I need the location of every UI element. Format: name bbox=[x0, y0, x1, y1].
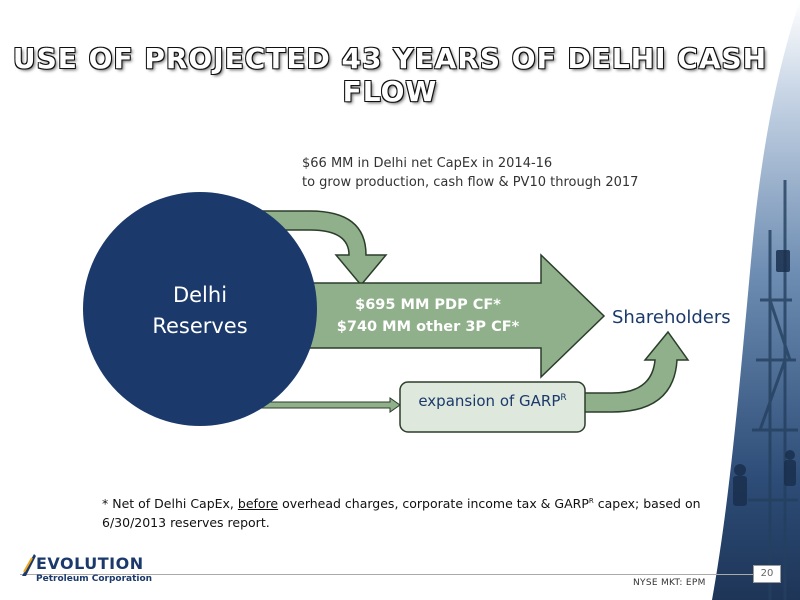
footnote: * Net of Delhi CapEx, before overhead ch… bbox=[102, 492, 702, 532]
footnote-underlined: before bbox=[237, 496, 279, 512]
reinvest-arrow bbox=[257, 210, 388, 287]
capex-note-line-1: $66 MM in Delhi net CapEx in 2014-16 bbox=[302, 156, 553, 171]
garp-label-sup: R bbox=[560, 393, 567, 403]
ticker-label: NYSE MKT: EPM bbox=[633, 578, 706, 588]
flow-label-pdp: $695 MM PDP CF* bbox=[355, 297, 501, 313]
footnote-sup: R bbox=[588, 497, 594, 505]
reserves-label-line-2: Reserves bbox=[152, 314, 248, 338]
flow-label: $695 MM PDP CF* $740 MM other 3P CF* bbox=[318, 294, 538, 338]
garp-feed-arrow bbox=[257, 397, 401, 413]
footnote-part-1: * Net of Delhi CapEx, bbox=[102, 496, 238, 512]
page-number: 20 bbox=[753, 565, 781, 583]
logo-mark-icon bbox=[22, 554, 36, 576]
footer-divider bbox=[20, 574, 780, 575]
logo-wordmark: EVOLUTION bbox=[36, 554, 144, 573]
shareholders-label: Shareholders bbox=[612, 307, 731, 328]
garp-to-shareholders-arrow bbox=[583, 330, 690, 413]
capex-note-line-2: to grow production, cash flow & PV10 thr… bbox=[302, 175, 639, 190]
logo-subtitle: Petroleum Corporation bbox=[36, 574, 153, 584]
delhi-reserves-circle bbox=[83, 192, 317, 426]
footnote-part-3: capex; based on 6/30/2013 reserves repor… bbox=[102, 496, 701, 531]
flow-label-other-3p: $740 MM other 3P CF* bbox=[336, 319, 520, 335]
garp-box bbox=[399, 381, 586, 433]
garp-label: expansion of GARPR bbox=[400, 392, 585, 410]
reserves-label-line-1: Delhi bbox=[172, 283, 228, 307]
reserves-label: Delhi Reserves bbox=[120, 280, 280, 342]
page-title: USE OF PROJECTED 43 YEARS OF DELHI CASH … bbox=[12, 42, 768, 108]
company-logo: EVOLUTION Petroleum Corporation bbox=[14, 552, 154, 592]
footnote-part-2: overhead charges, corporate income tax &… bbox=[278, 496, 589, 512]
capex-note: $66 MM in Delhi net CapEx in 2014-16 to … bbox=[302, 154, 638, 192]
garp-label-text: expansion of GARP bbox=[418, 392, 561, 410]
